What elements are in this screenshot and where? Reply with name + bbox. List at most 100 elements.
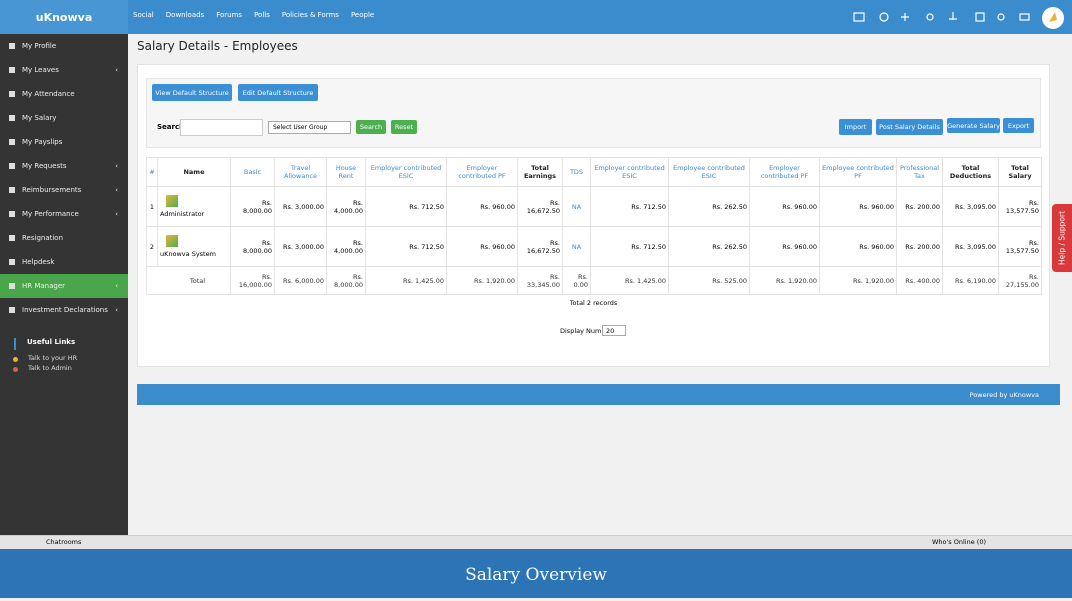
total-label: Total <box>146 266 231 295</box>
search-input[interactable] <box>180 119 263 136</box>
cell-text: NA <box>571 242 582 251</box>
cell-text: Rs. 712.50 <box>409 202 444 211</box>
nav-item[interactable]: People <box>350 11 375 19</box>
table-cell: Rs. 3,095.00 <box>942 226 999 267</box>
marker <box>14 338 16 350</box>
cell-text: Rs. 262.50 <box>712 242 747 251</box>
cell-text: Rs. 4,000.00 <box>334 238 363 255</box>
column-header: Employer contributed PF <box>446 157 518 187</box>
cell-text: 1 <box>149 202 155 211</box>
submenu-arrow: ‹ <box>115 306 118 314</box>
sidebar-icon <box>9 187 15 193</box>
structure-button[interactable]: View Default Structure <box>152 84 232 101</box>
column-header: Travel Allowance <box>274 157 327 187</box>
action-button[interactable]: Generate Salary <box>947 118 1000 133</box>
cell-text: Rs. 712.50 <box>631 242 666 251</box>
records: Total 2 records <box>569 299 618 307</box>
cell-text: Rs. 8,000.00 <box>243 238 272 255</box>
nav-item[interactable]: Polls <box>254 11 270 19</box>
column-header: Basic <box>230 157 275 187</box>
table-cell: Administrator <box>157 186 231 227</box>
cell-text: Rs. 262.50 <box>712 202 747 211</box>
whos-online[interactable]: Who's Online (0) <box>932 538 987 546</box>
avatar <box>166 235 178 247</box>
action-button[interactable]: Import <box>839 119 872 135</box>
display-num-select[interactable]: 20 <box>602 325 626 336</box>
cell-text: Rs. 16,672.50 <box>526 238 560 255</box>
useful-link[interactable]: Talk to Admin <box>28 364 72 372</box>
top-bar: uKnowva Social Downloads Forums Polls Polici… <box>0 0 1072 34</box>
sidebar-item[interactable]: My Attendance <box>0 82 128 106</box>
sidebar-label: Resignation <box>22 234 64 242</box>
sidebar-item[interactable]: Helpdesk <box>0 250 128 274</box>
sidebar-label: My Profile <box>22 42 57 50</box>
sidebar-item[interactable]: Investment Declarations ‹ <box>0 298 128 322</box>
nav-item[interactable]: Downloads <box>165 11 205 19</box>
sidebar-item[interactable]: My Profile <box>0 34 128 58</box>
useful-link[interactable]: Talk to your HR <box>28 354 78 362</box>
sidebar-label: My Payslips <box>22 138 63 146</box>
cell-text: uKnowva System <box>160 250 216 258</box>
user-group-select[interactable]: Select User Group <box>268 121 351 134</box>
reset-button[interactable]: Reset <box>391 120 417 134</box>
nav-item[interactable]: Policies & Forms <box>281 11 339 19</box>
table-cell: Rs. 712.50 <box>590 186 669 227</box>
column-header[interactable]: Name <box>157 157 231 187</box>
action-button[interactable]: Post Salary Details <box>876 119 943 135</box>
table-cell: Rs. 13,577.50 <box>998 186 1042 227</box>
sidebar-item[interactable]: My Salary <box>0 106 128 130</box>
header-icons <box>853 7 1064 29</box>
caption: Salary Overview <box>0 549 1072 598</box>
sidebar-label: My Salary <box>22 114 57 122</box>
table-cell: Rs. 960.00 <box>446 186 518 227</box>
total-row: Total Rs. 16,000.00 Rs. 6,000.00 Rs. 8,000.… <box>146 266 1042 295</box>
table-cell: Rs. 200.00 <box>896 226 943 267</box>
cell-text: Rs. 16,672.50 <box>526 198 560 215</box>
column-header: TDS <box>562 157 591 187</box>
chatrooms[interactable]: Chatrooms <box>46 538 82 546</box>
table-row: 2 uKnowva System Rs. 8,000.00 Rs. 3,000.00 R… <box>146 226 1042 267</box>
cell-text: Rs. 960.00 <box>480 202 515 211</box>
table-cell: Rs. 960.00 <box>749 226 820 267</box>
nav-item[interactable]: Forums <box>216 11 243 19</box>
cell-text: Rs. 960.00 <box>859 202 894 211</box>
sidebar-label: Investment Declarations <box>22 306 108 314</box>
sidebar-label: Reimbursements <box>22 186 82 194</box>
sidebar-item[interactable]: My Requests ‹ <box>0 154 128 178</box>
structure-button[interactable]: Edit Default Structure <box>238 84 318 101</box>
link-dot <box>13 357 18 362</box>
search-button[interactable]: Search <box>356 120 386 134</box>
sidebar-item[interactable]: My Payslips <box>0 130 128 154</box>
footer: Powered by uKnowva <box>137 384 1060 405</box>
sidebar-item[interactable]: Reimbursements ‹ <box>0 178 128 202</box>
table-cell: Rs. 16,672.50 <box>517 186 563 227</box>
column-header: Employer contributed ESIC <box>590 157 669 187</box>
total-cell: Rs. 1,425.00 <box>590 266 669 295</box>
total-cell: Rs. 400.00 <box>896 266 943 295</box>
sidebar-item[interactable]: My Leaves ‹ <box>0 58 128 82</box>
sidebar-item[interactable]: My Performance ‹ <box>0 202 128 226</box>
sidebar-icon <box>9 91 15 97</box>
cell-text: Administrator <box>160 210 205 218</box>
table-cell: Rs. 712.50 <box>590 226 669 267</box>
table-cell: Rs. 3,000.00 <box>274 186 327 227</box>
column-header: Total Deductions <box>942 157 999 187</box>
cell-text: Rs. 4,000.00 <box>334 198 363 215</box>
sidebar-item[interactable]: HR Manager ‹ <box>0 274 128 298</box>
sidebar-icon <box>9 259 15 265</box>
cell-text: Rs. 3,000.00 <box>283 242 324 251</box>
cell-text: Rs. 3,095.00 <box>955 242 996 251</box>
total-cell: Rs. 16,000.00 <box>230 266 275 295</box>
total-cell: Rs. 525.00 <box>668 266 750 295</box>
action-button[interactable]: Export <box>1003 118 1034 133</box>
table-cell: Rs. 4,000.00 <box>326 226 366 267</box>
submenu-arrow: ‹ <box>115 282 118 290</box>
logo[interactable]: uKnowva <box>0 0 128 34</box>
help-tab[interactable]: Help / Support <box>1052 204 1072 272</box>
nav-item[interactable]: Social <box>133 11 154 19</box>
cell-text: Rs. 712.50 <box>631 202 666 211</box>
total-cell: Rs. 0.00 <box>562 266 591 295</box>
sidebar-item[interactable]: Resignation <box>0 226 128 250</box>
table-cell: Rs. 3,000.00 <box>274 226 327 267</box>
